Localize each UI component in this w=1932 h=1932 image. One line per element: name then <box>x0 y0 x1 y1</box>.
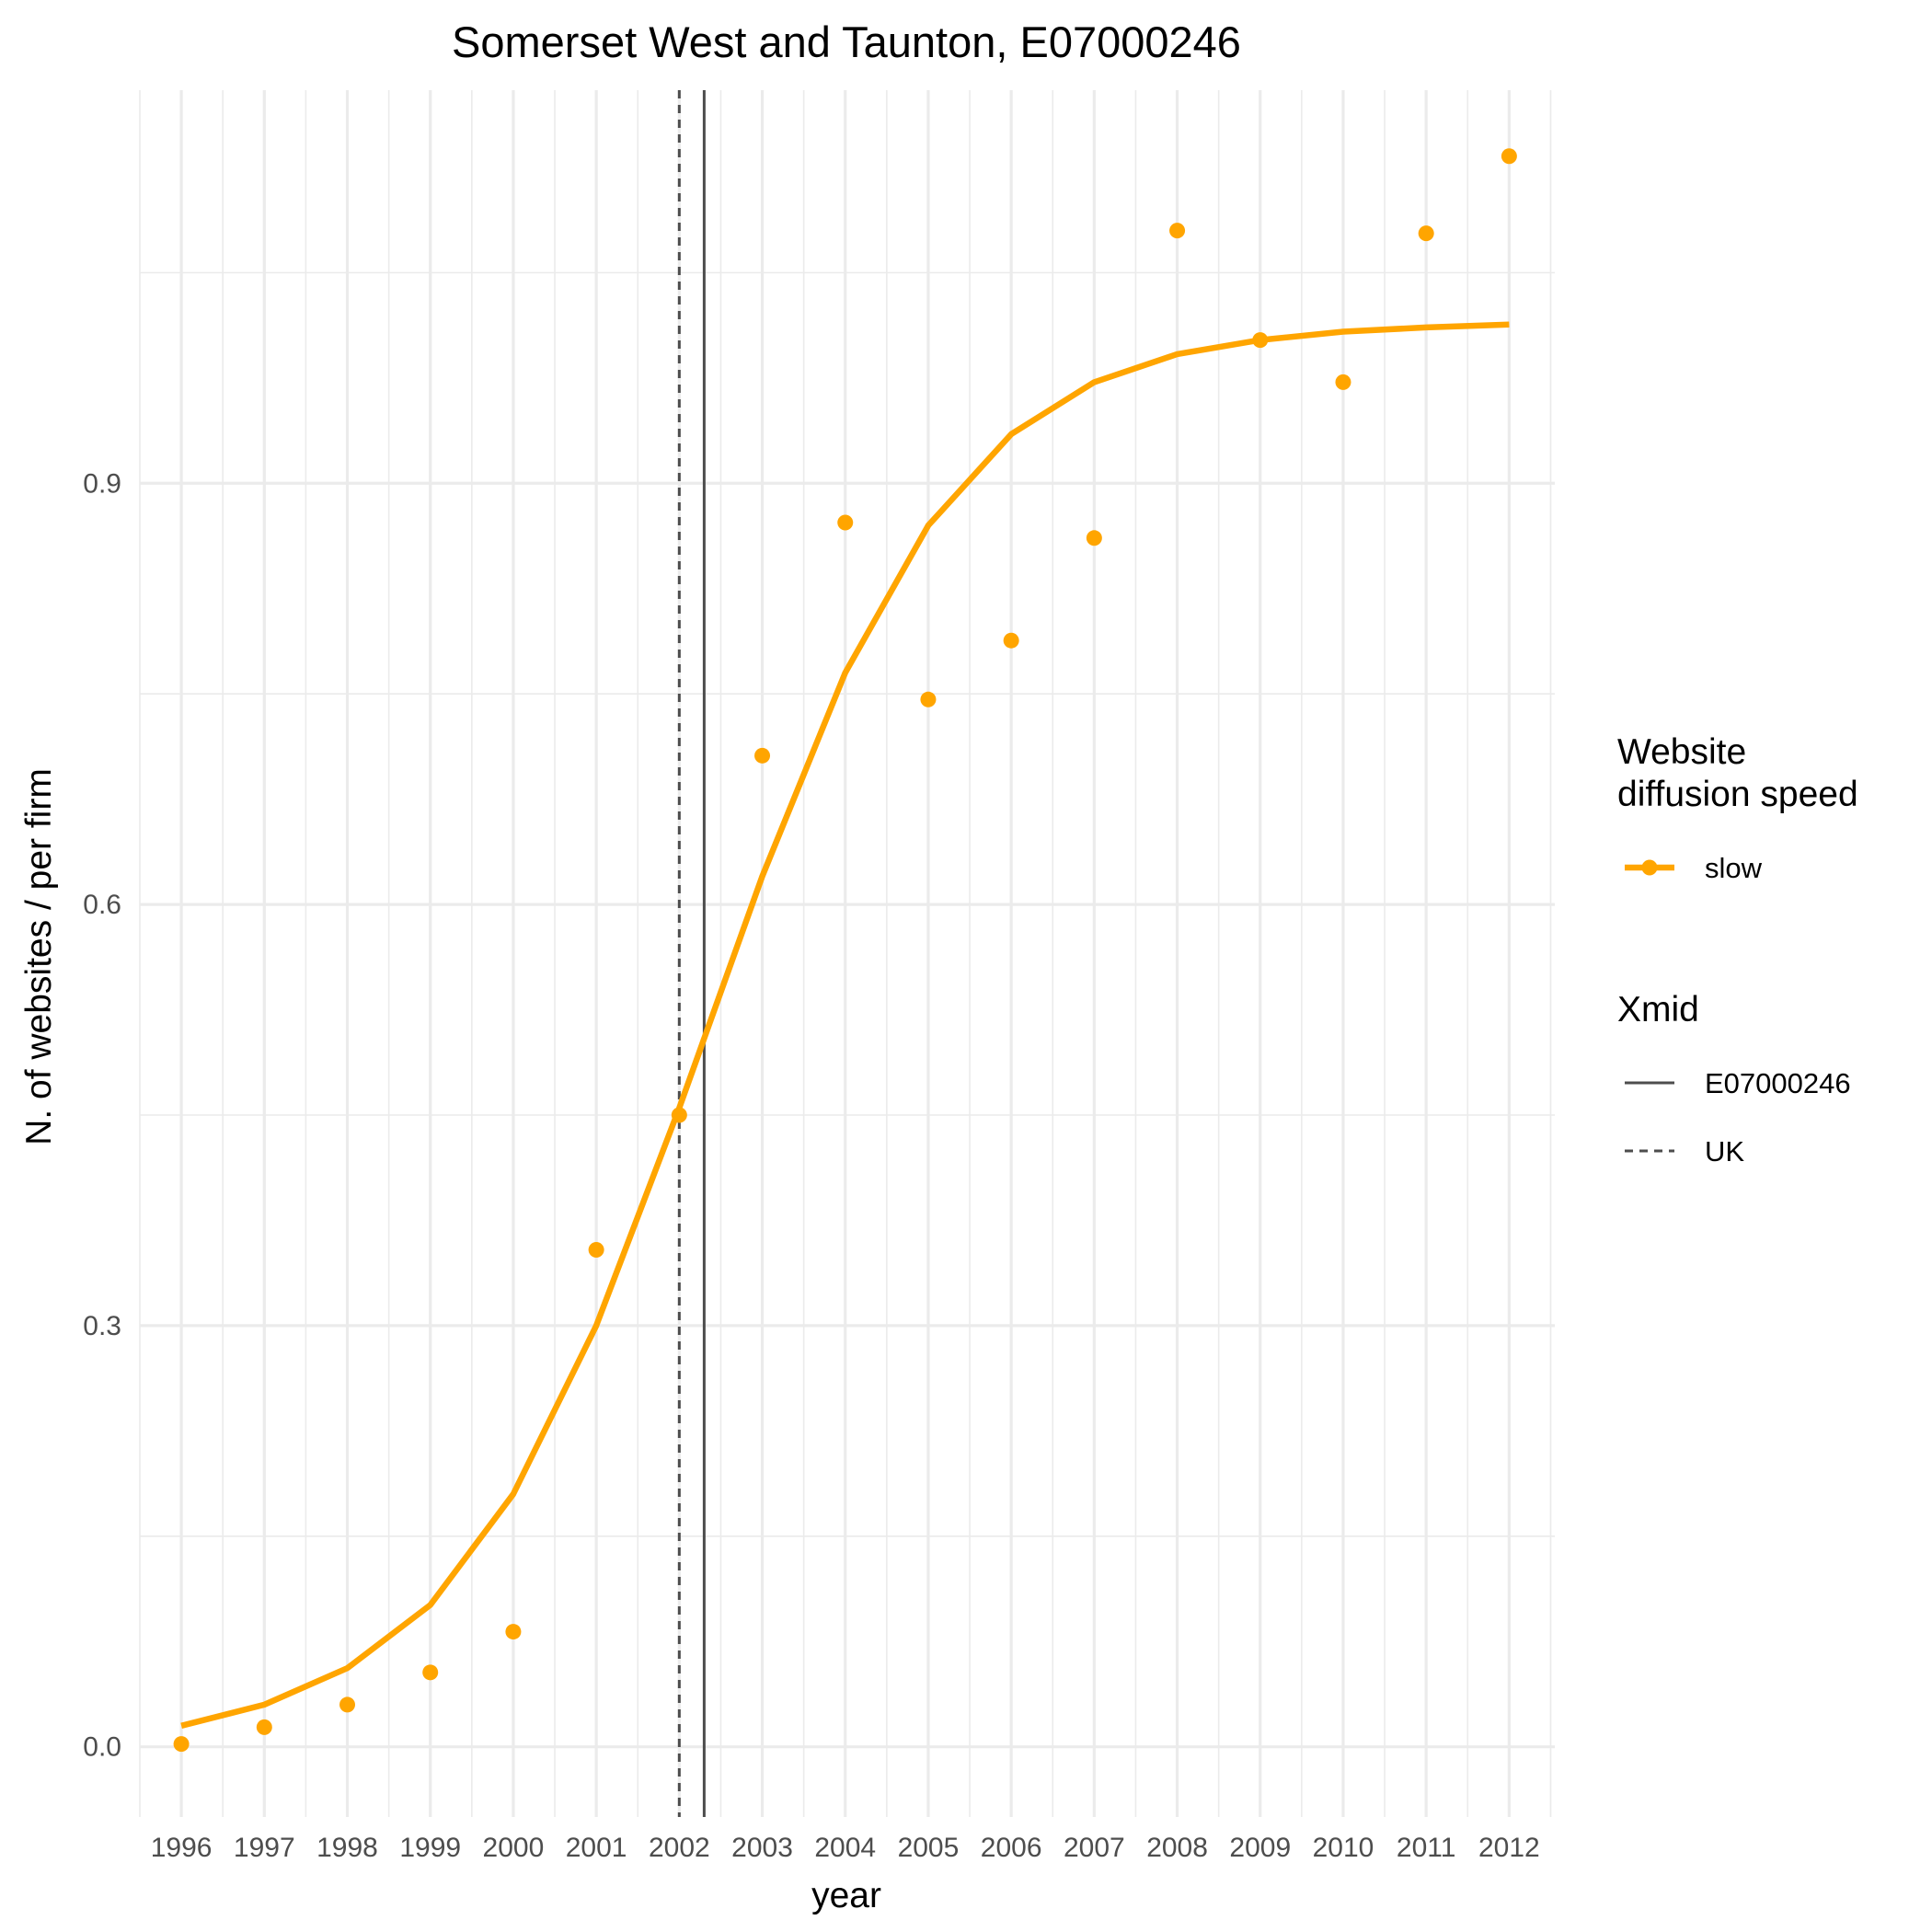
data-point <box>1501 148 1517 165</box>
legend-label: E07000246 <box>1705 1067 1851 1099</box>
x-tick-label: 2006 <box>981 1833 1042 1863</box>
legend-title: Xmid <box>1617 990 1699 1029</box>
fitted-curve <box>180 321 1510 1729</box>
x-tick-label: 2010 <box>1313 1833 1374 1863</box>
x-tick-label: 2005 <box>898 1833 960 1863</box>
x-tick-label: 2001 <box>566 1833 627 1863</box>
data-point <box>256 1719 272 1735</box>
legend-key-point <box>1641 859 1658 876</box>
y-tick-label: 0.3 <box>83 1311 121 1341</box>
chart-title: Somerset West and Taunton, E07000246 <box>452 17 1241 66</box>
data-point <box>1086 530 1102 546</box>
x-tick-label: 2003 <box>731 1833 793 1863</box>
x-tick-label: 1999 <box>399 1833 461 1863</box>
data-point <box>1252 332 1269 349</box>
x-tick-label: 1998 <box>316 1833 378 1863</box>
x-tick-label: 2011 <box>1397 1833 1456 1863</box>
data-point <box>1418 225 1434 242</box>
x-tick-label: 2009 <box>1229 1833 1291 1863</box>
data-point <box>837 514 854 531</box>
data-point <box>671 1107 687 1123</box>
x-axis-ticks: 1996 1997 1998 1999 2000 2001 2002 2003 2004 2005… <box>151 1833 1540 1863</box>
data-point <box>173 1736 190 1753</box>
legend-title: Website <box>1617 732 1746 772</box>
y-tick-label: 0.9 <box>83 468 121 499</box>
grid <box>139 90 1555 1817</box>
data-point <box>1335 374 1351 390</box>
y-axis-ticks: 0.0 0.3 0.6 0.9 <box>83 468 121 1762</box>
series <box>173 148 1517 1753</box>
x-tick-label: 2002 <box>649 1833 710 1863</box>
reference-lines <box>677 90 706 1817</box>
data-point <box>422 1664 439 1681</box>
data-point <box>1003 632 1019 649</box>
y-tick-label: 0.6 <box>83 890 121 920</box>
y-tick-label: 0.0 <box>83 1732 121 1763</box>
legend-label: slow <box>1705 852 1763 884</box>
data-point <box>920 691 937 707</box>
data-point <box>588 1241 604 1258</box>
data-point <box>754 747 771 764</box>
y-axis-title: N. of websites / per firm <box>19 768 59 1145</box>
legend-title: diffusion speed <box>1617 775 1858 814</box>
data-point <box>1169 223 1186 239</box>
x-tick-label: 1997 <box>234 1833 295 1863</box>
x-tick-label: 2000 <box>483 1833 545 1863</box>
data-point <box>339 1696 356 1713</box>
data-point <box>505 1624 522 1640</box>
x-tick-label: 2007 <box>1064 1833 1125 1863</box>
x-tick-label: 2012 <box>1478 1833 1540 1863</box>
x-tick-label: 2004 <box>814 1833 876 1863</box>
x-axis-title: year <box>811 1876 881 1915</box>
x-tick-label: 2008 <box>1146 1833 1208 1863</box>
legend-label: UK <box>1705 1135 1744 1167</box>
x-tick-label: 1996 <box>151 1833 213 1863</box>
